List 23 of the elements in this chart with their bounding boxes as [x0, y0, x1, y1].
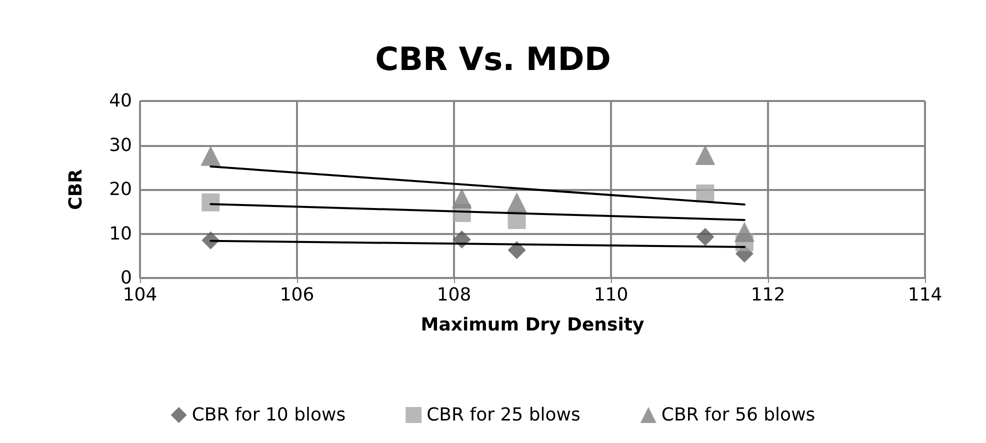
- point: [696, 184, 714, 202]
- legend-label: CBR for 10 blows: [192, 404, 346, 426]
- x-tick-label: 108: [436, 284, 472, 306]
- y-tick-label: 40: [109, 90, 132, 112]
- x-tick-label: 112: [750, 284, 786, 306]
- point: [506, 192, 527, 212]
- x-tick-label: 106: [280, 284, 314, 306]
- legend-label: CBR for 25 blows: [426, 404, 580, 426]
- point: [452, 188, 472, 208]
- x-axis-title: Maximum Dry Density: [420, 314, 644, 336]
- y-axis-title: CBR: [66, 168, 86, 210]
- point: [200, 146, 221, 166]
- point: [508, 241, 526, 260]
- legend-label: CBR for 56 blows: [661, 404, 816, 426]
- y-tick-label: 10: [109, 223, 132, 244]
- x-tick-label: 110: [594, 284, 628, 306]
- y-tick-label: 20: [109, 179, 132, 200]
- point: [696, 228, 714, 246]
- point: [202, 193, 220, 212]
- x-tick-label: 114: [908, 284, 942, 306]
- chart-title: CBR Vs. MDD: [375, 40, 611, 78]
- y-tick-label: 30: [109, 134, 132, 156]
- point: [734, 222, 754, 242]
